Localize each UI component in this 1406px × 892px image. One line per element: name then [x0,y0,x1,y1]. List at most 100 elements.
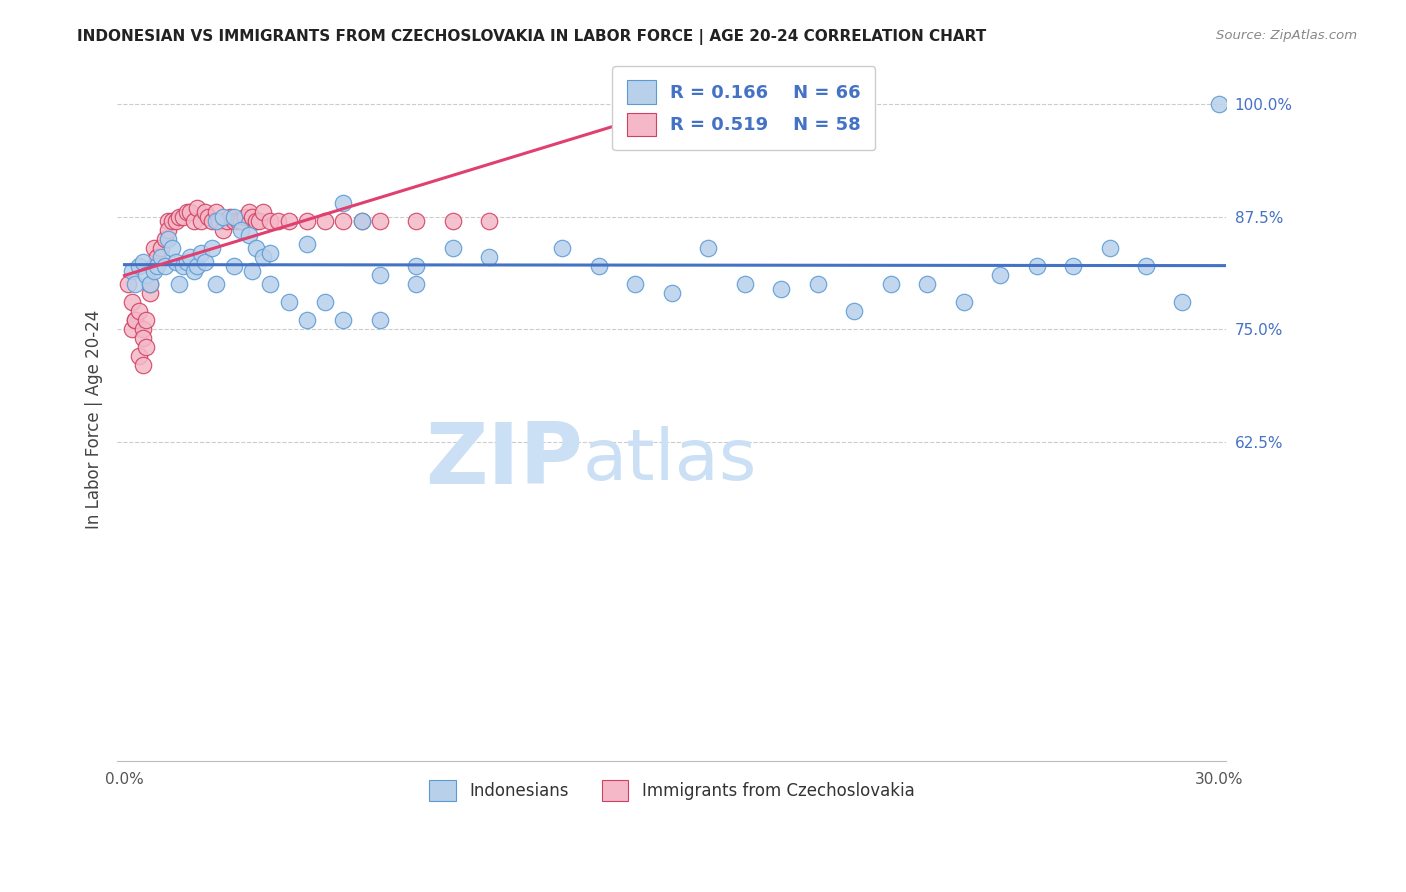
Point [142,260,165,274]
Y-axis label: In Labor Force | Age 20-24: In Labor Force | Age 20-24 [86,310,103,529]
Point [295,236,318,251]
Point [1135,260,1157,274]
Point [128,349,150,363]
Point [153,260,176,274]
Point [167,277,190,292]
Point [165,255,187,269]
Point [267,214,290,228]
Point [190,214,212,228]
Point [160,214,183,228]
Point [233,210,256,224]
Point [219,210,242,224]
Point [988,268,1011,283]
Point [139,277,162,292]
Point [212,210,235,224]
Point [405,277,427,292]
Point [179,251,201,265]
Point [183,214,205,228]
Point [132,331,155,345]
Point [368,268,391,283]
Point [146,251,169,265]
Point [204,277,226,292]
Point [139,277,162,292]
Point [212,223,235,237]
Point [142,241,165,255]
Point [167,210,190,224]
Point [770,282,793,296]
Point [124,313,146,327]
Point [160,241,183,255]
Point [350,214,373,228]
Point [441,241,464,255]
Point [121,322,143,336]
Point [183,264,205,278]
Point [697,241,720,255]
Point [368,313,391,327]
Point [332,196,354,211]
Point [624,277,647,292]
Point [135,313,157,327]
Point [222,214,245,228]
Point [734,277,756,292]
Point [135,268,157,283]
Point [252,205,274,219]
Point [1025,260,1047,274]
Point [121,264,143,278]
Point [179,205,201,219]
Text: atlas: atlas [583,425,758,495]
Point [190,245,212,260]
Point [952,295,974,310]
Point [128,260,150,274]
Point [245,241,267,255]
Point [249,214,271,228]
Point [222,260,245,274]
Point [204,214,226,228]
Point [277,214,299,228]
Point [121,295,143,310]
Point [478,214,501,228]
Point [259,245,281,260]
Point [240,210,263,224]
Point [661,286,683,301]
Point [259,214,281,228]
Point [157,214,180,228]
Text: ZIP: ZIP [425,418,583,502]
Point [222,210,245,224]
Point [194,255,217,269]
Point [208,214,231,228]
Point [314,214,336,228]
Point [186,260,208,274]
Point [314,295,336,310]
Point [149,241,172,255]
Point [201,214,224,228]
Point [172,260,194,274]
Text: INDONESIAN VS IMMIGRANTS FROM CZECHOSLOVAKIA IN LABOR FORCE | AGE 20-24 CORRELAT: INDONESIAN VS IMMIGRANTS FROM CZECHOSLOV… [77,29,987,45]
Point [245,214,267,228]
Point [176,255,198,269]
Point [588,260,610,274]
Point [194,205,217,219]
Point [215,214,238,228]
Point [478,251,501,265]
Point [157,232,180,246]
Point [405,214,427,228]
Point [231,223,253,237]
Point [405,260,427,274]
Point [142,264,165,278]
Point [135,340,157,354]
Point [124,277,146,292]
Point [238,227,260,242]
Point [186,201,208,215]
Point [238,205,260,219]
Point [1098,241,1121,255]
Point [132,359,155,373]
Point [551,241,574,255]
Point [295,214,318,228]
Point [915,277,938,292]
Point [1171,295,1194,310]
Point [204,205,226,219]
Point [259,277,281,292]
Point [240,264,263,278]
Point [139,286,162,301]
Point [117,277,139,292]
